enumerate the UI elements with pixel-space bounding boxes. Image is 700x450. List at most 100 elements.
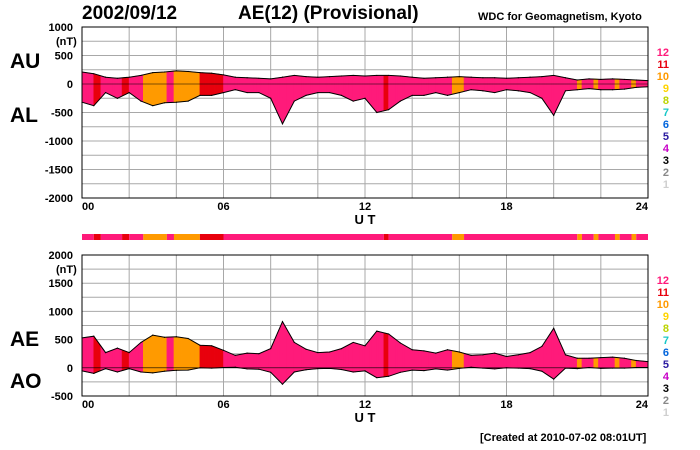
data-point-AU	[435, 77, 437, 79]
data-point-AE	[553, 327, 555, 329]
area-segment	[357, 343, 361, 372]
data-point-AO	[246, 368, 248, 370]
area-segment	[551, 75, 554, 117]
area-segment	[100, 75, 104, 99]
data-point-AL	[187, 100, 189, 102]
area-segment	[329, 76, 333, 94]
area-segment	[242, 353, 246, 369]
area-segment	[206, 345, 210, 369]
data-point-AE	[340, 348, 343, 350]
created-timestamp: [Created at 2010-07-02 08:01UT]	[480, 432, 647, 444]
area-segment	[529, 76, 533, 95]
data-point-AU	[376, 74, 378, 77]
area-segment	[501, 354, 505, 369]
data-point-AU	[340, 75, 343, 77]
y-axis-unit: (nT)	[56, 264, 77, 276]
area-segment	[225, 350, 229, 368]
area-segment	[152, 334, 156, 374]
area-segment	[503, 355, 507, 369]
data-point-AO	[364, 370, 366, 372]
data-point-AU	[588, 78, 590, 80]
data-point-AE	[187, 337, 189, 340]
area-segment	[517, 77, 521, 92]
area-segment	[145, 337, 149, 373]
area-segment	[159, 336, 163, 373]
data-point-AO	[352, 371, 354, 373]
data-point-AL	[93, 105, 95, 107]
area-segment	[576, 357, 580, 369]
x-axis-label: U T	[355, 212, 376, 227]
area-segment	[265, 78, 269, 98]
area-segment	[598, 79, 602, 91]
area-segment	[260, 78, 264, 96]
area-segment	[473, 354, 477, 368]
y-tick-label: -2000	[45, 193, 73, 205]
area-segment	[161, 71, 165, 104]
area-segment	[543, 75, 547, 107]
area-segment	[588, 357, 592, 369]
data-point-AO	[423, 370, 425, 372]
area-segment	[263, 78, 267, 97]
area-segment	[232, 353, 236, 368]
area-segment	[628, 358, 632, 369]
area-segment	[376, 330, 380, 379]
data-point-AE	[329, 351, 331, 353]
area-segment	[525, 352, 529, 369]
data-point-AE	[588, 357, 590, 359]
legend-level: 3	[663, 383, 669, 395]
area-segment	[293, 75, 297, 102]
data-point-AL	[387, 109, 390, 111]
area-segment	[449, 349, 453, 371]
area-segment	[371, 333, 375, 377]
area-segment	[392, 336, 396, 376]
area-segment	[303, 347, 307, 371]
area-segment	[187, 337, 191, 371]
area-segment	[171, 70, 175, 103]
legend-level: 12	[657, 275, 669, 287]
area-segment	[456, 76, 460, 94]
area-segment	[369, 75, 373, 108]
legend-level: 10	[657, 299, 669, 311]
area-segment	[395, 75, 399, 106]
area-segment	[166, 71, 170, 104]
area-segment	[569, 78, 573, 91]
chart-title: AE(12) (Provisional)	[238, 3, 419, 24]
area-segment	[437, 351, 441, 370]
data-point-AU	[541, 75, 543, 78]
area-segment	[553, 75, 557, 116]
area-segment	[392, 75, 396, 107]
legend-level: 3	[663, 155, 669, 167]
area-segment	[303, 76, 307, 98]
area-segment	[499, 354, 503, 369]
area-segment	[124, 77, 128, 96]
area-segment	[107, 350, 111, 371]
area-segment	[565, 354, 569, 369]
data-point-AE	[128, 351, 130, 354]
area-segment	[385, 75, 389, 111]
area-segment	[482, 77, 486, 92]
area-segment	[567, 355, 571, 369]
area-segment	[150, 72, 154, 107]
data-point-AL	[340, 94, 343, 96]
activity-bar-segment	[143, 234, 167, 240]
area-segment	[331, 350, 335, 370]
area-segment	[185, 337, 189, 371]
data-point-AO	[317, 368, 319, 370]
area-segment	[494, 77, 498, 93]
activity-bar-segment	[619, 234, 632, 240]
area-segment	[324, 76, 328, 93]
data-point-AU	[270, 78, 272, 80]
area-segment	[308, 349, 312, 370]
area-segment	[536, 76, 540, 98]
data-point-AO	[258, 368, 260, 370]
x-tick-label: 24	[636, 201, 649, 213]
series-side-label: AO	[10, 370, 42, 393]
area-segment	[609, 356, 613, 369]
area-segment	[367, 339, 371, 375]
area-segment	[461, 352, 465, 369]
area-segment	[298, 75, 302, 100]
area-segment	[510, 355, 514, 369]
area-segment	[131, 76, 135, 97]
area-segment	[348, 343, 352, 372]
area-segment	[541, 341, 545, 374]
